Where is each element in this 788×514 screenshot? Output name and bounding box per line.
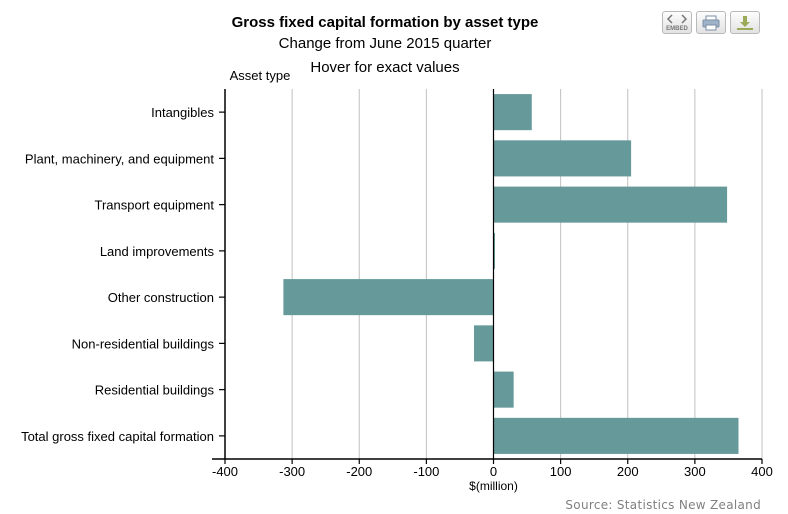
printer-icon — [702, 15, 720, 30]
download-button[interactable] — [730, 11, 760, 34]
embed-icon: EMBED — [666, 14, 688, 32]
x-tick-label: -400 — [212, 464, 238, 479]
x-tick-label: 100 — [550, 464, 572, 479]
source-note: Source: Statistics New Zealand — [565, 498, 761, 512]
x-tick-label: -300 — [279, 464, 305, 479]
bar[interactable]: Land improvements: 2 — [493, 232, 496, 269]
x-tick-label: -200 — [346, 464, 372, 479]
x-tick-label: 0 — [490, 464, 497, 479]
bar[interactable]: Non-residential buildings: -29 — [474, 325, 494, 362]
download-icon — [737, 15, 753, 30]
chart-toolbar: EMBED — [662, 11, 760, 34]
y-tick-label: Other construction — [108, 290, 214, 305]
bar[interactable]: Intangibles: 57 — [493, 94, 532, 131]
x-tick-label: 200 — [617, 464, 639, 479]
bar[interactable]: Total gross fixed capital formation: 365 — [493, 417, 739, 454]
print-button[interactable] — [696, 11, 726, 34]
embed-button[interactable]: EMBED — [662, 11, 692, 34]
bar[interactable]: Transport equipment: 348 — [493, 186, 728, 223]
y-tick-label: Transport equipment — [95, 198, 215, 213]
chart-title: Gross fixed capital formation by asset t… — [231, 14, 539, 31]
x-axis-title: $(million) — [469, 479, 518, 493]
x-tick-label: 400 — [751, 464, 773, 479]
y-tick-label: Intangibles — [151, 105, 214, 120]
bar[interactable]: Residential buildings: 30 — [493, 371, 514, 408]
y-tick-label: Land improvements — [100, 244, 215, 259]
y-axis-title: Asset type — [230, 68, 291, 83]
y-tick-label: Residential buildings — [95, 383, 215, 398]
embed-label: EMBED — [666, 26, 688, 32]
bar[interactable]: Plant, machinery, and equipment: 205 — [493, 140, 632, 177]
y-tick-label: Total gross fixed capital formation — [21, 429, 214, 444]
hover-note: Hover for exact values — [310, 59, 460, 76]
y-tick-label: Plant, machinery, and equipment — [25, 151, 214, 166]
x-tick-label: -100 — [413, 464, 439, 479]
chart-subtitle: Change from June 2015 quarter — [278, 35, 492, 52]
bar[interactable]: Other construction: -313 — [283, 279, 494, 316]
y-tick-label: Non-residential buildings — [72, 336, 215, 351]
x-tick-label: 300 — [684, 464, 706, 479]
